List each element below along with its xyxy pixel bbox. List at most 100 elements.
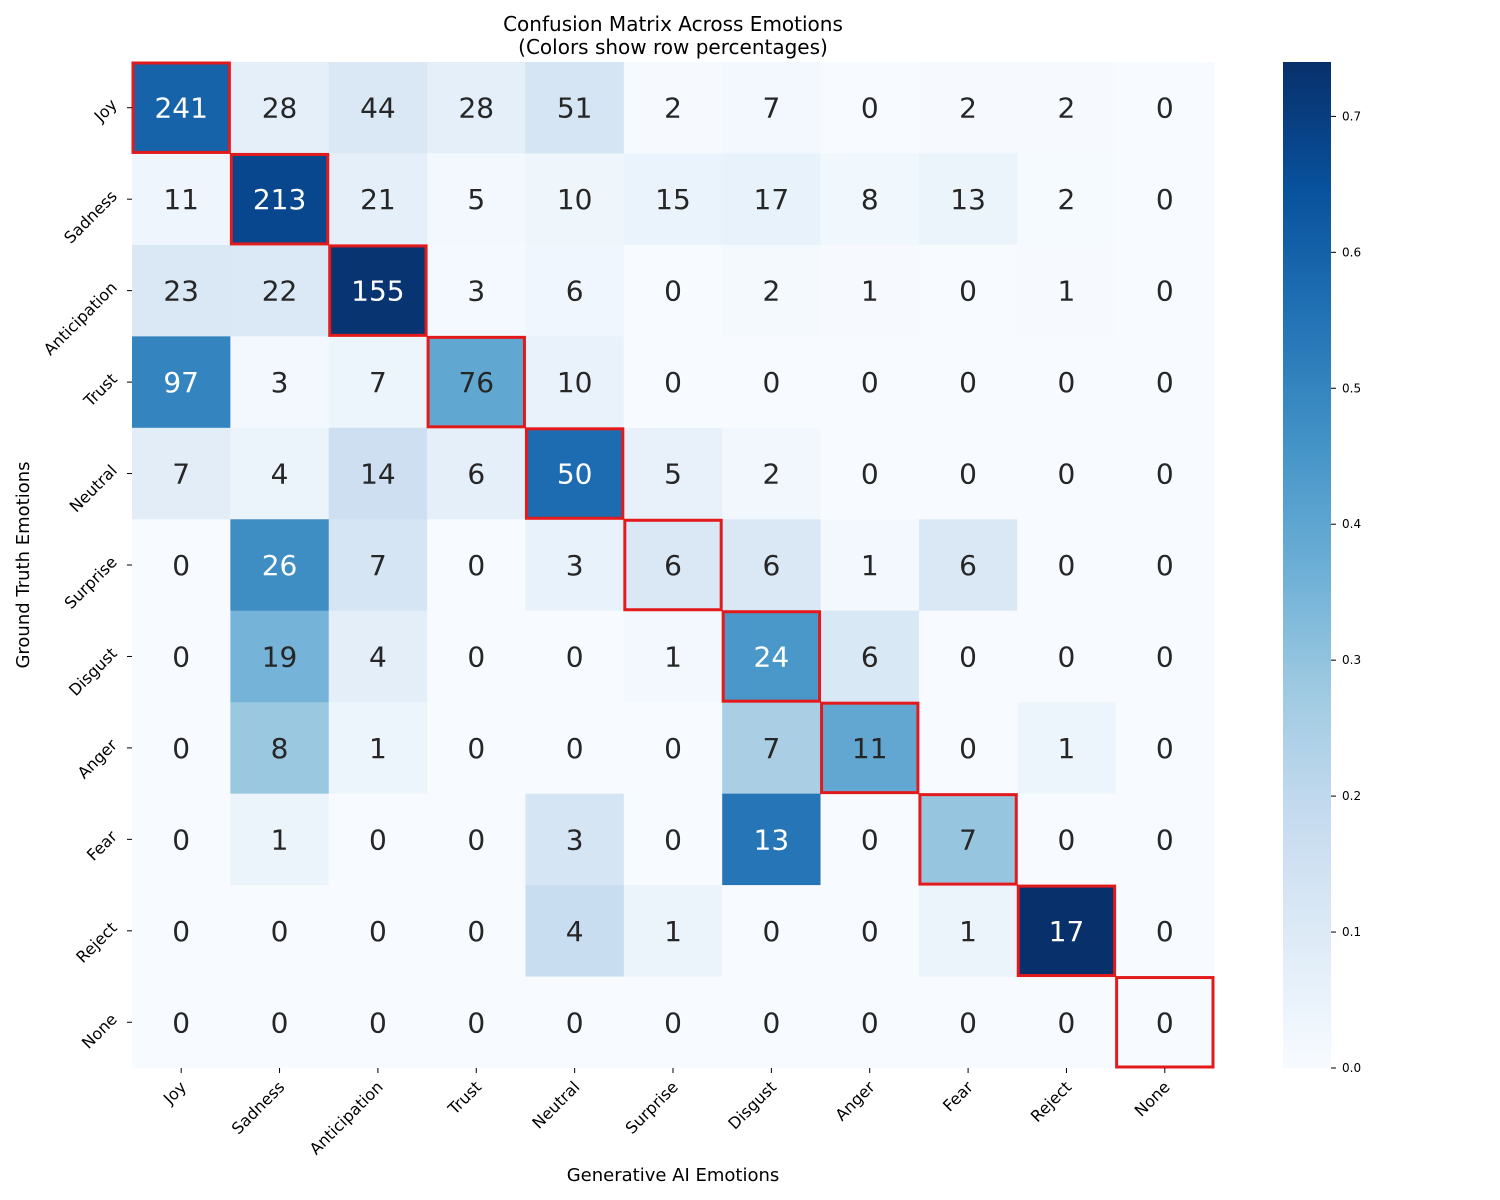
heatmap-cell (427, 885, 526, 978)
cell-value-label: 5 (467, 183, 485, 216)
cell-value-label: 0 (566, 640, 584, 673)
heatmap-cells: 241 28 44 28 51 2 7 0 2 2 011 213 21 5 10 15 17 8 13 2 023 22… (132, 62, 1215, 1069)
heatmap-cell (1115, 427, 1215, 520)
x-tick-label: Disgust (724, 1077, 780, 1133)
x-axis-label: Generative AI Emotions (567, 1165, 780, 1186)
heatmap-cell (427, 427, 526, 520)
colorbar: 0.0 0.1 0.2 0.3 0.4 0.5 0.6 0.7 (1283, 62, 1361, 1075)
heatmap-cell (1115, 702, 1215, 795)
cell-value-label: 213 (253, 183, 306, 216)
diagonal-highlight-box (721, 610, 822, 703)
cell-value-label: 0 (664, 823, 682, 856)
cell-value-label: 0 (369, 823, 387, 856)
cell-value-label: 0 (959, 366, 977, 399)
y-tick-label: Anticipation (40, 278, 121, 359)
heatmap-cell (427, 519, 526, 612)
heatmap-cell (132, 244, 231, 337)
cell-value-label: 6 (467, 458, 485, 491)
cell-value-label: 0 (369, 915, 387, 948)
cell-value-label: 0 (172, 1006, 190, 1039)
cell-value-label: 10 (557, 183, 593, 216)
cell-value-label: 1 (959, 915, 977, 948)
cell-value-label: 14 (360, 458, 396, 491)
cell-value-label: 6 (566, 275, 584, 308)
colorbar-tick-label: 0.0 (1342, 1061, 1361, 1075)
cell-value-label: 6 (861, 640, 879, 673)
heatmap-cell (722, 519, 822, 612)
heatmap-cell (427, 153, 526, 246)
colorbar-tick-label: 0.5 (1342, 381, 1361, 395)
heatmap-cell (230, 702, 330, 795)
cell-value-label: 7 (369, 549, 387, 582)
cell-value-label: 0 (1156, 823, 1174, 856)
cell-value-label: 0 (664, 275, 682, 308)
heatmap-cell (1115, 153, 1215, 246)
heatmap-cell (525, 976, 625, 1069)
y-tick-label: None (78, 1010, 121, 1053)
cell-value-label: 0 (467, 915, 485, 948)
cell-value-label: 0 (1058, 366, 1076, 399)
heatmap-cell (525, 336, 625, 429)
cell-value-label: 0 (1058, 823, 1076, 856)
diagonal-highlight-box (524, 427, 625, 520)
cell-value-label: 13 (950, 183, 986, 216)
cell-value-label: 0 (172, 549, 190, 582)
cell-value-label: 11 (163, 183, 199, 216)
heatmap-cell (328, 336, 428, 429)
heatmap-cell (918, 885, 1018, 978)
diagonal-highlight-box (229, 152, 330, 246)
x-tick-label: Neutral (528, 1077, 583, 1132)
cell-value-label: 22 (262, 275, 298, 308)
heatmap-cell (230, 793, 330, 886)
cell-value-label: 1 (1058, 732, 1076, 765)
heatmap-cell (525, 793, 625, 886)
cell-value-label: 8 (271, 732, 289, 765)
cell-value-label: 4 (369, 640, 387, 673)
heatmap-cell (230, 885, 330, 978)
heatmap-cell (820, 976, 920, 1069)
heatmap-cell (328, 519, 428, 612)
cell-value-label: 0 (172, 823, 190, 856)
heatmap-cell (722, 702, 822, 795)
cell-value-label: 0 (271, 1006, 289, 1039)
heatmap-cell (328, 793, 428, 886)
diagonal-highlight-box (328, 244, 428, 337)
heatmap-cell (328, 610, 428, 703)
heatmap-cell (918, 336, 1018, 429)
cell-value-label: 0 (861, 1006, 879, 1039)
diagonal-highlight-box (1115, 976, 1215, 1069)
heatmap-cell (427, 244, 526, 337)
cell-value-label: 0 (467, 549, 485, 582)
cell-value-label: 7 (762, 732, 780, 765)
heatmap-cell (132, 702, 231, 795)
heatmap-cell (132, 62, 231, 154)
cell-value-label: 13 (754, 823, 790, 856)
cell-value-label: 0 (1058, 640, 1076, 673)
cell-value-label: 19 (262, 640, 298, 673)
heatmap-cell (132, 610, 231, 703)
cell-value-label: 1 (664, 640, 682, 673)
heatmap-cell (427, 702, 526, 795)
colorbar-tick-label: 0.7 (1342, 109, 1361, 123)
diagonal-highlight-box (623, 518, 723, 612)
heatmap-cell (1017, 885, 1117, 978)
cell-value-label: 3 (271, 366, 289, 399)
cell-value-label: 2 (959, 92, 977, 125)
cell-value-label: 50 (557, 458, 593, 491)
diagonal-highlight-box (1016, 884, 1117, 978)
diagonal-highlight-box (820, 701, 920, 795)
cell-value-label: 0 (959, 1006, 977, 1039)
heatmap-cell (820, 702, 920, 795)
heatmap-cell (623, 336, 723, 429)
cell-value-label: 0 (1156, 183, 1174, 216)
y-tick-label: Reject (72, 918, 121, 967)
x-tick-label: Fear (939, 1077, 977, 1115)
heatmap-cell (525, 62, 625, 154)
heatmap-cell (623, 519, 723, 612)
heatmap-cell (1017, 336, 1117, 429)
heatmap-cell (1115, 885, 1215, 978)
y-tick-label: Disgust (65, 644, 121, 700)
cell-value-label: 10 (557, 366, 593, 399)
cell-value-label: 0 (861, 915, 879, 948)
